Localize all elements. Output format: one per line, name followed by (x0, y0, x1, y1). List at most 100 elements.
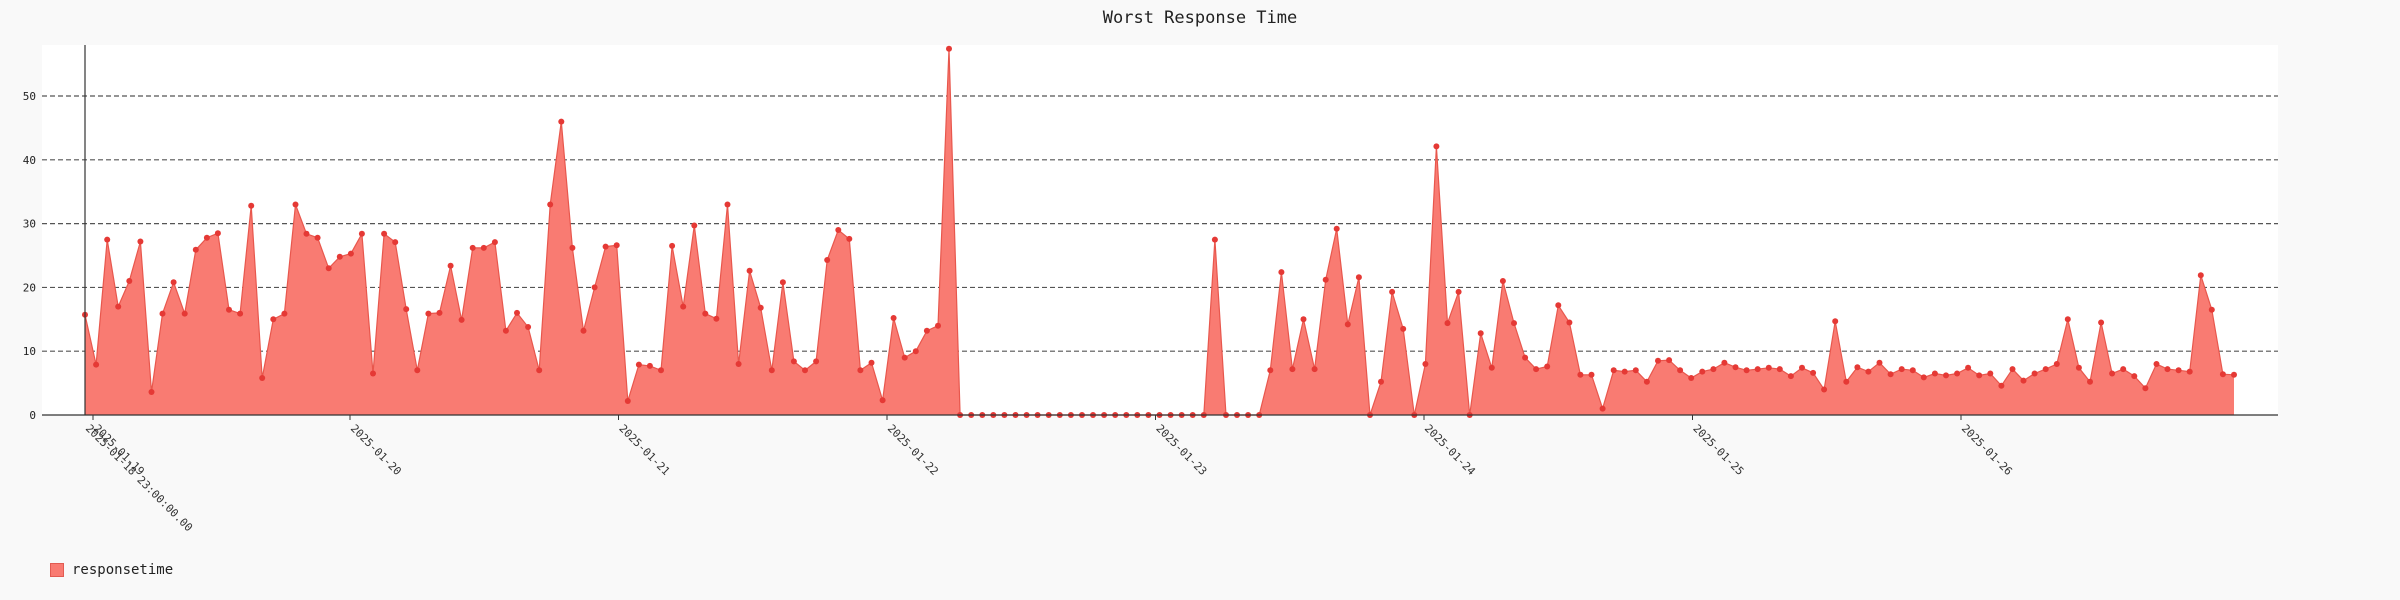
data-point (2053, 361, 2060, 367)
data-point (580, 327, 587, 334)
x-tick-label-text: 2025-01-25 (1690, 422, 1746, 478)
data-point (1776, 366, 1783, 373)
x-tick-label: 2025-01-25 (1690, 422, 1746, 478)
data-point (2064, 316, 2071, 323)
data-point (1610, 367, 1617, 374)
data-point (1743, 367, 1750, 374)
gridlines (42, 95, 2278, 352)
data-point (425, 310, 432, 317)
data-point (525, 324, 532, 330)
data-point (2098, 319, 2105, 326)
x-tick-label-text: 2025-01-26 (1959, 422, 2015, 478)
data-point (1588, 371, 1595, 378)
data-point (1699, 368, 1706, 375)
data-point (1533, 366, 1540, 373)
data-point (1322, 276, 1329, 283)
data-point (1954, 370, 1961, 377)
data-point (1278, 269, 1285, 276)
data-point (170, 279, 177, 286)
data-point (292, 201, 299, 208)
data-point (1987, 370, 1994, 377)
data-point (414, 367, 421, 374)
data-point (281, 310, 288, 317)
data-point (946, 45, 952, 52)
data-point (613, 242, 620, 249)
data-point (1289, 366, 1296, 373)
y-tick-label: 50 (23, 90, 36, 103)
data-point (1455, 288, 1462, 295)
data-point (214, 230, 221, 237)
data-point (1643, 378, 1650, 385)
data-point (148, 389, 155, 395)
data-point (392, 239, 399, 246)
data-point (1300, 316, 1307, 323)
data-point (1621, 368, 1628, 375)
data-point (104, 236, 111, 243)
x-tick-label: 2025-01-21 (616, 422, 672, 478)
data-point (2031, 370, 2038, 377)
data-point (2231, 371, 2237, 378)
data-point (2009, 366, 2016, 373)
data-point (1965, 364, 1972, 371)
y-tick-labels: 0 10 20 30 40 50 (23, 90, 36, 422)
data-point (226, 306, 232, 313)
data-point (303, 230, 310, 237)
data-point (1477, 330, 1484, 337)
data-point (458, 316, 465, 323)
data-point (1721, 359, 1728, 366)
data-point (248, 202, 255, 209)
data-point (237, 310, 244, 317)
x-tick-label-text: 2025-01-24 (1422, 422, 1478, 478)
data-point (2075, 364, 2082, 371)
data-point (779, 279, 786, 286)
data-point (1488, 364, 1495, 371)
data-point (702, 310, 709, 317)
data-point (680, 303, 687, 310)
data-point (1832, 318, 1839, 325)
x-tick-label: 2025-01-26 (1959, 422, 2015, 478)
data-point (890, 315, 897, 321)
data-point (735, 361, 742, 367)
data-point (813, 358, 820, 365)
data-point (1433, 143, 1440, 150)
data-point (669, 242, 676, 249)
data-point (857, 367, 864, 374)
data-point (768, 367, 775, 374)
data-point (325, 265, 332, 272)
data-point (1577, 371, 1584, 378)
data-point (502, 327, 509, 334)
data-point (1211, 236, 1218, 243)
legend-swatch (50, 563, 64, 577)
data-point (1632, 367, 1639, 374)
data-point (1333, 225, 1340, 232)
data-point (259, 375, 266, 381)
y-tick-label: 10 (23, 345, 36, 358)
data-point (1444, 320, 1451, 327)
data-point (1843, 378, 1850, 385)
data-point (912, 348, 919, 355)
data-point (1599, 405, 1606, 412)
data-point (1976, 372, 1983, 379)
data-point (1765, 364, 1772, 371)
data-point (1267, 367, 1274, 374)
data-point (558, 118, 565, 125)
data-point (1655, 357, 1661, 364)
data-point (1754, 366, 1761, 373)
data-point (1887, 371, 1894, 378)
data-point (646, 362, 653, 369)
data-point (2164, 366, 2171, 373)
data-point (203, 234, 210, 241)
data-point (1799, 364, 1805, 371)
data-point (1865, 368, 1872, 375)
data-point (724, 201, 731, 208)
chart-title: Worst Response Time (1102, 8, 1298, 28)
data-point (126, 278, 133, 284)
axes (42, 45, 2278, 416)
data-point (2020, 377, 2027, 384)
data-point (1787, 373, 1794, 380)
data-point (2120, 366, 2127, 373)
y-tick-label: 0 (29, 409, 36, 422)
data-point (347, 250, 354, 257)
data-point (1344, 321, 1351, 328)
